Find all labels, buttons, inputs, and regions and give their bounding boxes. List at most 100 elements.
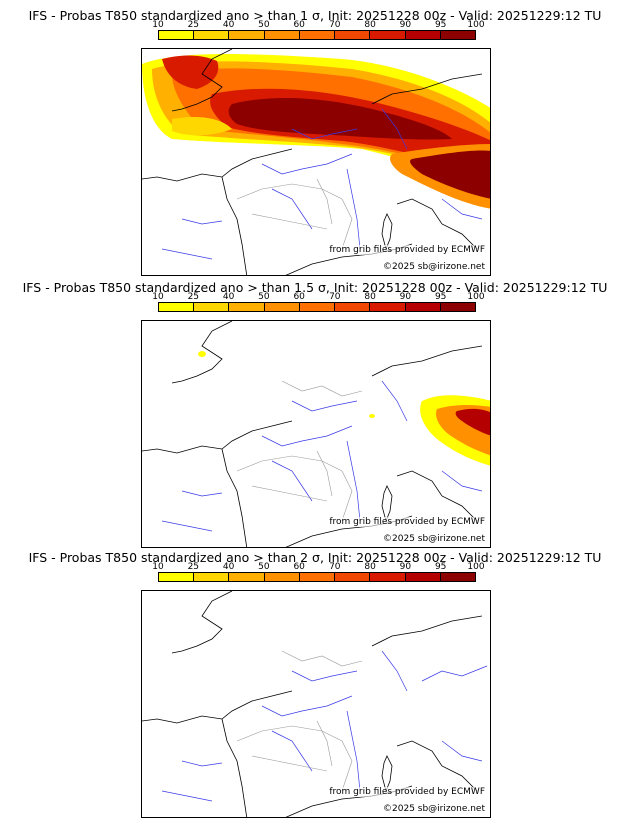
river-po: [441, 198, 483, 220]
coastline-atlantic: [221, 176, 248, 275]
river-rhine: [381, 380, 408, 422]
panel-title: IFS - Probas T850 standardized ano > tha…: [28, 8, 602, 23]
colorbar-segment: [370, 303, 406, 311]
river-spain: [181, 760, 223, 767]
map-svg: [142, 321, 490, 547]
border-regions-3: [316, 720, 333, 767]
tick-label: 10: [152, 292, 164, 302]
tick-label: 100: [467, 292, 485, 302]
colorbar: [158, 30, 476, 40]
prob-contour-90: [455, 408, 490, 436]
colorbar-segment: [335, 31, 371, 39]
panel-title: IFS - Probas T850 standardized ano > tha…: [22, 280, 608, 295]
tick-label: 90: [399, 292, 412, 302]
river-spain: [181, 218, 223, 225]
river-seine: [291, 400, 358, 412]
rivers: [161, 108, 483, 260]
coastline-north: [371, 345, 483, 377]
panel-2-sigma: IFS - Probas T850 standardized ano > tha…: [0, 542, 630, 820]
credit-copyright: ©2025 sb@irizone.net: [382, 534, 486, 544]
colorbar-segment: [405, 573, 441, 581]
river-spain-2: [161, 248, 213, 260]
probability-map: from grib files provided by ECMWF ©2025 …: [141, 320, 491, 548]
border-regions: [236, 455, 353, 522]
prob-spot-uk: [198, 351, 206, 357]
river-rhine: [381, 108, 408, 150]
tick-label: 40: [222, 292, 235, 302]
tick-label: 70: [329, 20, 341, 30]
coastline-brittany: [142, 690, 293, 724]
map-svg: [142, 591, 488, 817]
rivers: [161, 650, 488, 802]
tick-label: 25: [187, 20, 200, 30]
coastline-corsica: [381, 213, 393, 251]
river-danube: [421, 665, 488, 682]
colorbar-segment: [194, 31, 230, 39]
credit-source: from grib files provided by ECMWF: [328, 787, 486, 797]
colorbar-segment: [194, 573, 230, 581]
tick-label: 40: [222, 20, 235, 30]
coastline-italy: [396, 740, 478, 792]
colorbar-segment: [440, 573, 475, 581]
tick-label: 60: [293, 292, 305, 302]
border-regions: [236, 183, 353, 250]
river-seine: [291, 670, 358, 682]
river-rhone: [346, 168, 361, 250]
tick-label: 100: [467, 20, 485, 30]
tick-label: 95: [434, 20, 447, 30]
probability-map: from grib files provided by ECMWF ©2025 …: [141, 590, 491, 818]
coastline-corsica: [381, 485, 393, 523]
panel-1-5-sigma: IFS - Probas T850 standardized ano > tha…: [0, 272, 630, 550]
coastline-atlantic: [221, 448, 248, 547]
colorbar-segment: [229, 303, 265, 311]
tick-label: 10: [152, 562, 164, 572]
river-loire: [261, 153, 353, 175]
credit-copyright: ©2025 sb@irizone.net: [382, 804, 486, 814]
tick-label: 60: [293, 562, 305, 572]
colorbar-segment: [335, 573, 371, 581]
colorbar-segment: [299, 573, 336, 581]
borders: [236, 380, 363, 522]
river-po: [441, 470, 483, 492]
river-po: [441, 740, 483, 762]
colorbar-segment: [194, 303, 230, 311]
coastline-uk: [171, 321, 233, 384]
coastline-uk: [171, 49, 233, 112]
colorbar-segment: [299, 303, 336, 311]
coastlines: [142, 321, 483, 547]
river-garonne: [271, 188, 313, 230]
coastline-italy: [396, 198, 478, 250]
coastline-italy: [396, 470, 478, 522]
prob-contour-95: [228, 97, 452, 140]
river-rhone: [346, 710, 361, 792]
credit-copyright: ©2025 sb@irizone.net: [382, 262, 486, 272]
river-rhone: [346, 440, 361, 522]
colorbar-segment: [405, 303, 441, 311]
probability-map: from grib files provided by ECMWF ©2025 …: [141, 48, 491, 276]
tick-label: 70: [329, 292, 341, 302]
tick-label: 60: [293, 20, 305, 30]
tick-label: 80: [364, 562, 376, 572]
colorbar-ticks: 10 25 40 50 60 70 80 90 95 100: [152, 562, 484, 572]
coastline-corsica: [381, 755, 393, 793]
border-regions-2: [251, 485, 328, 502]
tick-label: 100: [467, 562, 485, 572]
tick-label: 50: [258, 562, 270, 572]
colorbar-segment: [370, 573, 406, 581]
river-garonne: [271, 730, 313, 772]
coastline-brittany: [142, 148, 293, 182]
prob-contour-uk-80: [162, 55, 219, 89]
border-regions-4: [281, 650, 363, 667]
probability-shading: [142, 54, 490, 209]
river-loire: [261, 695, 353, 717]
credit-source: from grib files provided by ECMWF: [328, 517, 486, 527]
colorbar-segment: [159, 31, 195, 39]
river-seine: [291, 128, 358, 140]
coastline-uk: [171, 591, 233, 654]
border-regions-3: [316, 178, 333, 225]
tick-label: 10: [152, 20, 164, 30]
credit-source: from grib files provided by ECMWF: [328, 245, 486, 255]
tick-label: 40: [222, 562, 235, 572]
border-regions-4: [281, 380, 363, 397]
river-spain: [181, 490, 223, 497]
